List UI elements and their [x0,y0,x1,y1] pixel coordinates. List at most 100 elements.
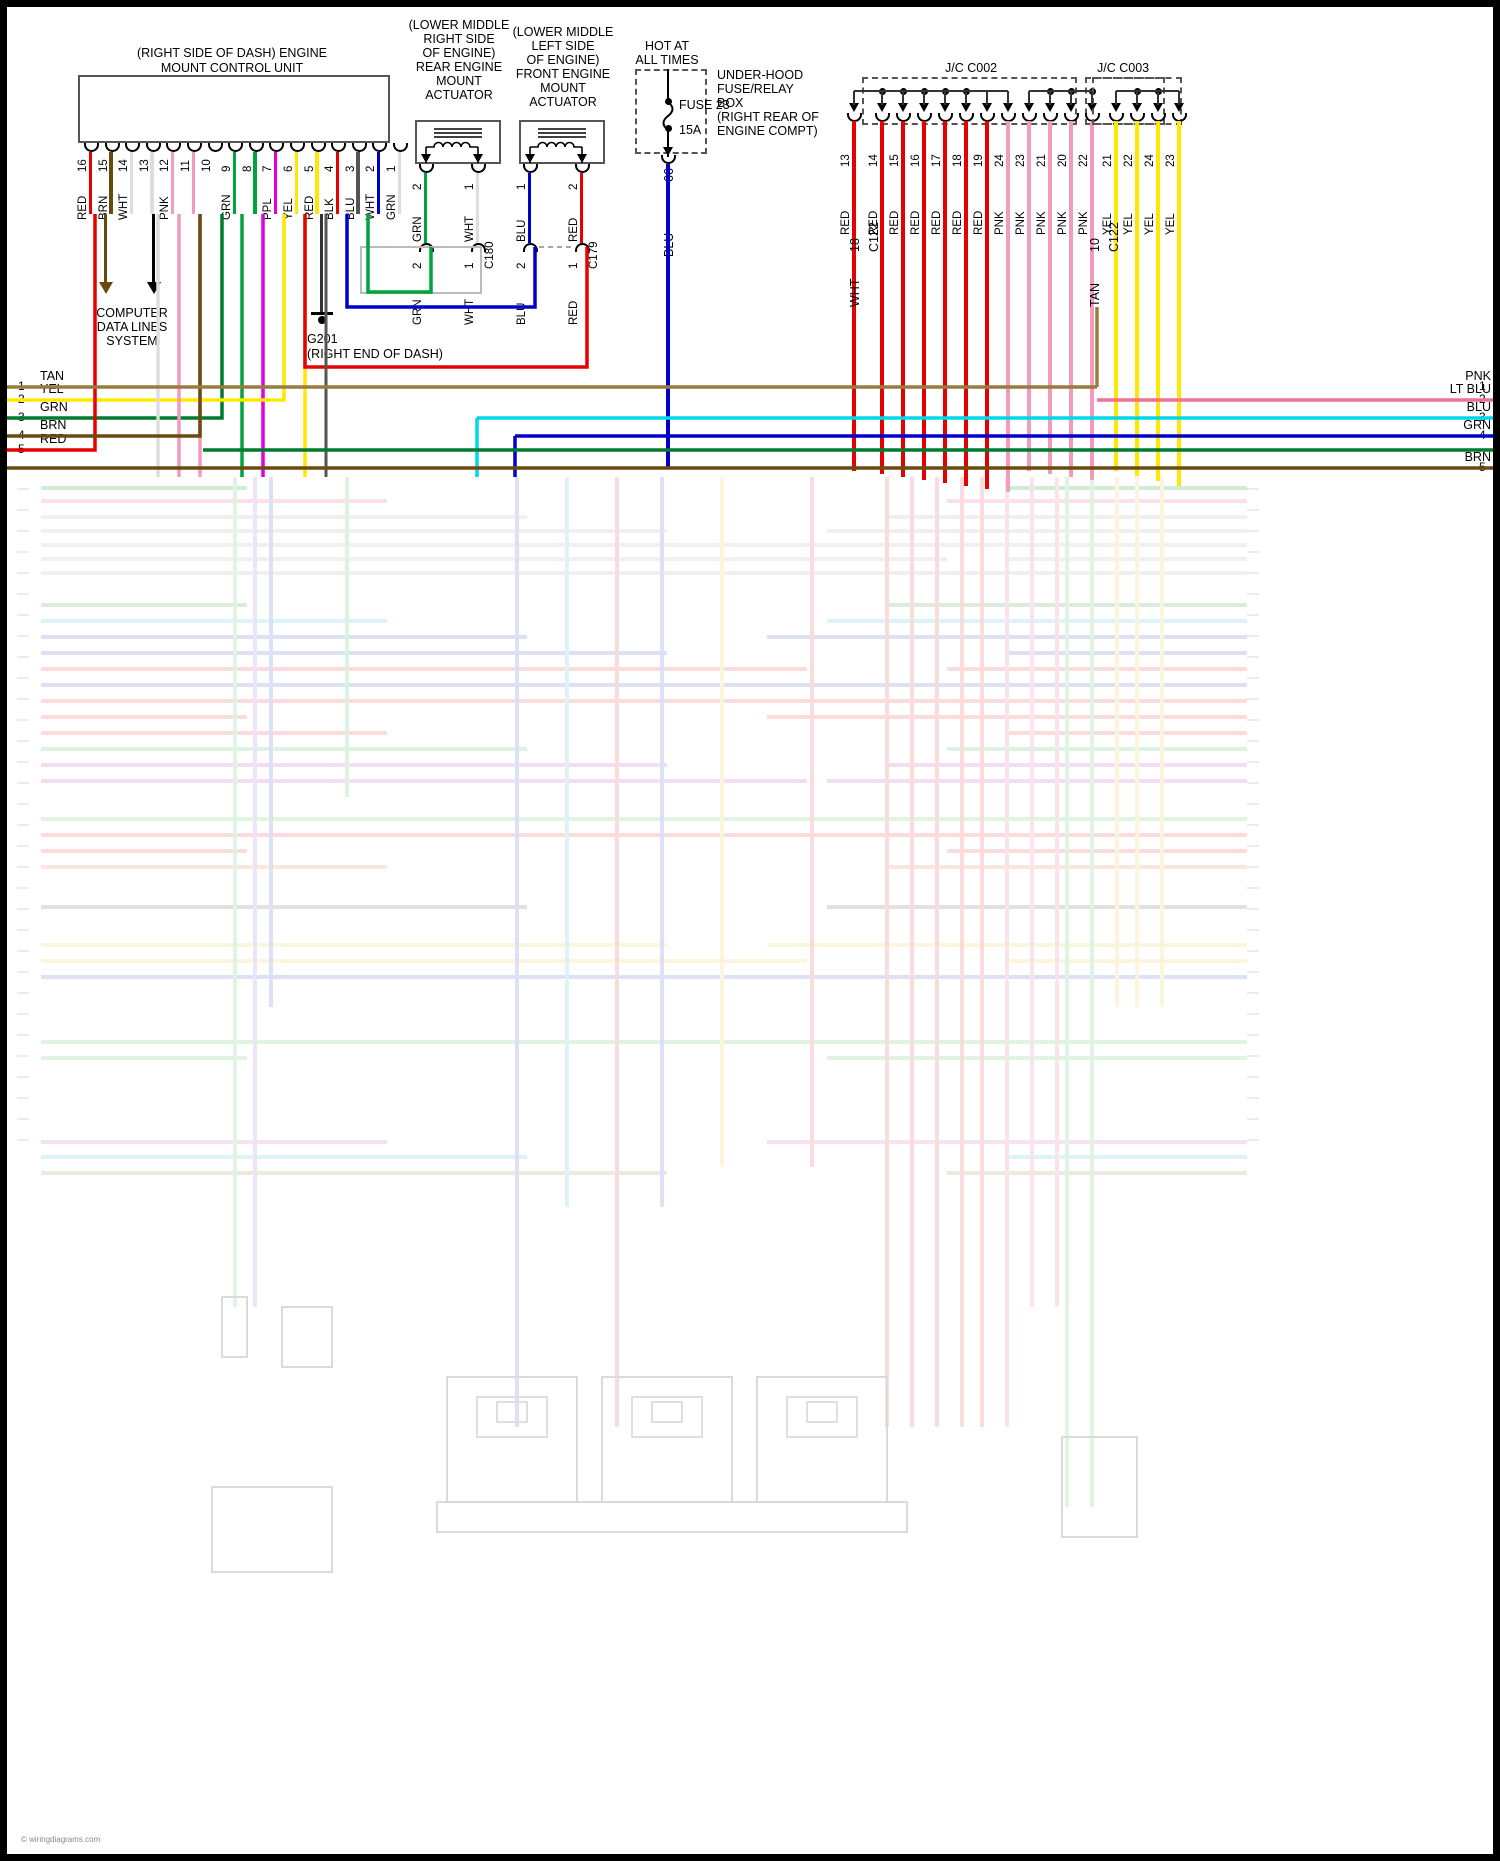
c002-wire-wire-20 [1069,121,1073,477]
c002-wire-wire-16 [922,121,926,480]
cu-wire-label-4: BLK [324,198,337,220]
cu-pin-number-16: 16 [77,159,89,172]
front-actuator-arrow-left [525,154,535,163]
cu-pin-arc-15 [104,143,120,152]
rear-actuator-wire-1 [475,173,479,243]
c003-wire-21 [1114,121,1118,471]
front-actuator-arrow-right [577,154,587,163]
rear-actuator-coil-icon [425,128,482,163]
c002-wire-pin-number-22: 22 [1078,154,1090,167]
c002-wire-pin-number-13: 13 [840,154,852,167]
jc-c002-outline [862,77,1077,125]
cu-pin-arc-7 [269,143,285,152]
lower-diagram-continuation [17,477,1259,1573]
c002-wire-wire-color-24: PNK [994,211,1006,235]
front-actuator-title-line3: OF ENGINE) [526,53,600,67]
cu-pin-number-1: 1 [386,165,398,172]
c002-wire-wire-15 [901,121,905,477]
front-actuator-wire-color-2: RED [568,217,580,242]
brn-datalines-wire [104,214,107,284]
front-actuator-pin-arc-1 [523,164,538,173]
front-actuator-title-line2: LEFT SIDE [531,39,595,53]
fuse-box-label-line4: (RIGHT REAR OF [717,110,819,124]
cu-pin-number-3: 3 [344,165,357,172]
c003-pin-number-24: 24 [1144,154,1156,167]
c002-wire-wire-19 [985,121,989,489]
fuse-output-wire [666,164,670,467]
c002-wire-arrow-16 [919,103,929,112]
c003-wire-22 [1135,121,1139,476]
jc-c002-label: J/C C002 [945,61,998,75]
cu-wire-3 [356,152,360,214]
c002-wire-arrow-23 [1024,103,1034,112]
c003-pin-number-23: 23 [1165,154,1177,167]
rear-actuator-conn-arc-2 [419,243,434,252]
right-bus-number-4: 4 [1479,428,1486,442]
fuse-box-label-line1: UNDER-HOOD [717,68,804,82]
rear-actuator-arrow-right [473,154,483,163]
c003-pin-number-22: 22 [1123,154,1135,167]
rear-actuator-title-line1: (LOWER MIDDLE [408,18,510,32]
data-lines-label-1: COMPUTER [96,306,168,320]
c002-wire-wire-18 [964,121,968,486]
cu-wire-label-3: BLU [344,197,357,220]
front-actuator-lower-wire-color-1: BLU [516,302,528,325]
left-bus-number-3: 3 [18,410,25,424]
fuse-node-bottom [665,125,672,132]
cu-pin-number-9: 9 [221,165,234,172]
front-actuator-wire-2 [579,173,583,243]
jc-c003-label: J/C C003 [1097,61,1150,75]
cu-wire-1 [397,152,401,214]
c002-wire-wire-24 [1006,121,1010,492]
g201-label: G201 [307,332,338,346]
cu-pin-number-4: 4 [324,165,337,172]
c002-wire-pin-number-23: 23 [1015,154,1027,167]
cu-pin-number-14: 14 [118,159,131,172]
c002-wire-wire-23 [1027,121,1031,471]
cu-wire-label-1: GRN [386,194,398,220]
c002-wire-pin-number-20: 20 [1057,154,1069,167]
c002-wire-wire-22 [1090,121,1094,480]
rear-actuator-pin-arc-2 [419,164,434,173]
control-unit-body [78,75,390,143]
c002-wire-wire-color-18: RED [952,210,964,235]
c002-wire-arrow-21 [1045,103,1055,112]
data-lines-label-3: SYSTEM [106,334,158,348]
rear-actuator-title-line4: REAR ENGINE [415,60,503,74]
left-bus-color-2: YEL [40,382,64,396]
c003-wire-24 [1156,121,1160,481]
cu-wire-16 [88,152,92,214]
c122-left-pin: 18 [848,238,862,252]
cu-wire-label-6: YEL [283,198,295,220]
cu-wire-11 [191,152,195,214]
cu-pin-number-5: 5 [303,165,316,172]
front-actuator-pin-number-2: 2 [568,183,580,190]
diagram-sheet: (RIGHT SIDE OF DASH) ENGINE MOUNT CONTRO… [7,7,1493,1854]
rear-actuator-title-line2: RIGHT SIDE [423,32,495,46]
left-bus-color-3: GRN [40,400,68,414]
cu-pin-arc-6 [290,143,305,152]
cu-pin-arc-12 [166,143,182,152]
front-actuator-conn-arc-1 [523,243,538,252]
cu-pin-arc-13 [145,143,161,152]
control-unit-title-line1: (RIGHT SIDE OF DASH) ENGINE [136,46,328,60]
rear-actuator-arrow-left [421,154,431,163]
g201-symbol-bar [311,312,333,315]
cu-pin-number-2: 2 [365,165,378,172]
cu-wire-label-9: GRN [221,194,234,220]
cu-wire-label-16: RED [77,195,89,220]
c003-tap-node-24 [1155,87,1162,95]
cu-wire-label-2: WHT [365,193,378,220]
c002-wire-tap-node-15 [900,87,907,95]
fuse-box-label-line3: BOX [717,96,744,110]
c003-wire-color-23: YEL [1165,213,1177,235]
c122-right-color: TAN [1088,282,1102,307]
cu-wire-label-14: WHT [118,193,131,220]
cu-wire-label-12: PNK [159,196,172,220]
cu-pin-arc-11 [187,143,202,152]
c002-wire-arrow-19 [982,103,992,112]
cu-pin-number-12: 12 [159,159,172,172]
wire-routing-overlay [7,90,1493,477]
c002-wire-pin-number-15: 15 [889,154,901,167]
cu-wire-15 [109,152,113,214]
